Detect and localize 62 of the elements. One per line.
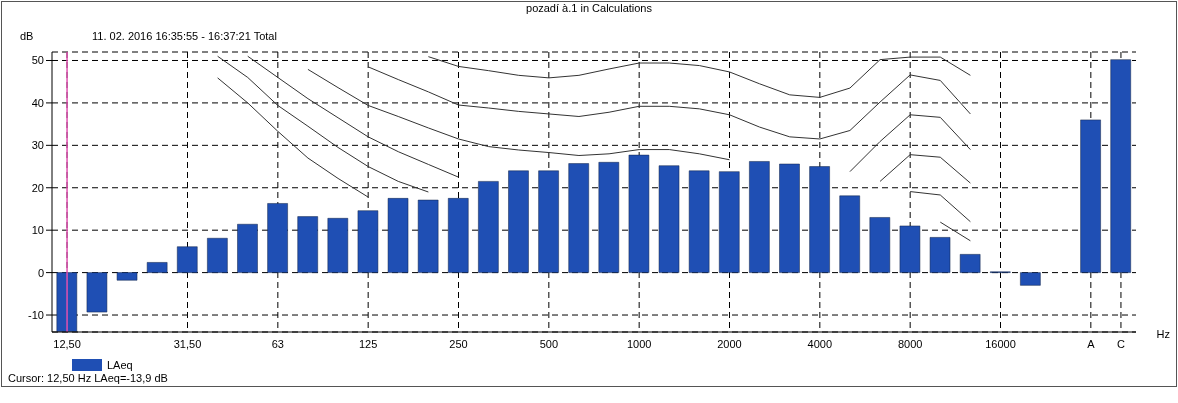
x-tick-label: 2000 [717, 337, 742, 350]
y-tick-label: 30 [31, 139, 44, 152]
x-axis-title: Hz [1156, 328, 1170, 340]
x-tick-label: A [1087, 337, 1096, 350]
x-tick-label: 12,50 [53, 337, 81, 350]
bar [929, 237, 951, 273]
line-series [427, 56, 971, 98]
bar [146, 262, 168, 273]
chart-title: pozadí à.1 in Calculations [525, 2, 653, 16]
bar [387, 198, 409, 273]
bar [56, 272, 78, 332]
bar [568, 163, 589, 273]
x-tick-label: 500 [539, 337, 559, 350]
y-tick-label: 20 [31, 181, 44, 194]
x-tick-label: C [1116, 337, 1125, 350]
x-tick-label: 8000 [897, 337, 923, 350]
bar [899, 225, 921, 273]
bar [809, 166, 830, 273]
bar [719, 171, 740, 273]
x-tick-label: 250 [449, 337, 468, 350]
bar [327, 218, 349, 273]
bar [357, 210, 379, 273]
bar [207, 237, 228, 273]
bar [448, 198, 469, 273]
bar [749, 161, 770, 273]
x-tick-label: 4000 [807, 337, 833, 350]
bar [688, 170, 710, 273]
bar [598, 162, 620, 273]
y-tick-label: -10 [28, 308, 44, 321]
chart-subtitle: 11. 02. 2016 16:35:55 - 16:37:21 Total [92, 30, 277, 42]
bar [116, 272, 138, 281]
bar [1110, 59, 1131, 273]
bar [478, 181, 499, 273]
bar [658, 165, 680, 273]
bar [417, 199, 439, 273]
x-tick-label: 63 [271, 337, 284, 350]
y-tick-label: 40 [31, 96, 44, 109]
y-tick-label: 50 [31, 54, 44, 67]
y-axis-title: dB [20, 30, 34, 42]
x-tick-label: 125 [358, 337, 378, 350]
bar [959, 254, 981, 273]
bar [538, 170, 559, 273]
bar [237, 223, 258, 273]
bar [267, 203, 288, 273]
bar [297, 216, 318, 273]
bar [839, 195, 860, 273]
bar [177, 246, 198, 273]
bar [86, 272, 108, 313]
legend-label: LAeq [107, 359, 133, 371]
x-tick-label: 31,50 [173, 337, 202, 350]
x-tick-label: 16000 [985, 337, 1016, 350]
text: Cursor: 12,50 Hz LAeq=-13,9 dB [7, 372, 169, 386]
bar [628, 154, 650, 273]
x-tick-label: 1000 [626, 337, 652, 350]
y-tick-label: 10 [31, 224, 44, 237]
y-tick-label: 0 [37, 266, 44, 279]
bar [1080, 119, 1101, 273]
bar [1020, 272, 1041, 286]
line-series [367, 66, 971, 140]
bar [869, 217, 891, 273]
bar [508, 170, 529, 273]
bar [779, 163, 800, 273]
